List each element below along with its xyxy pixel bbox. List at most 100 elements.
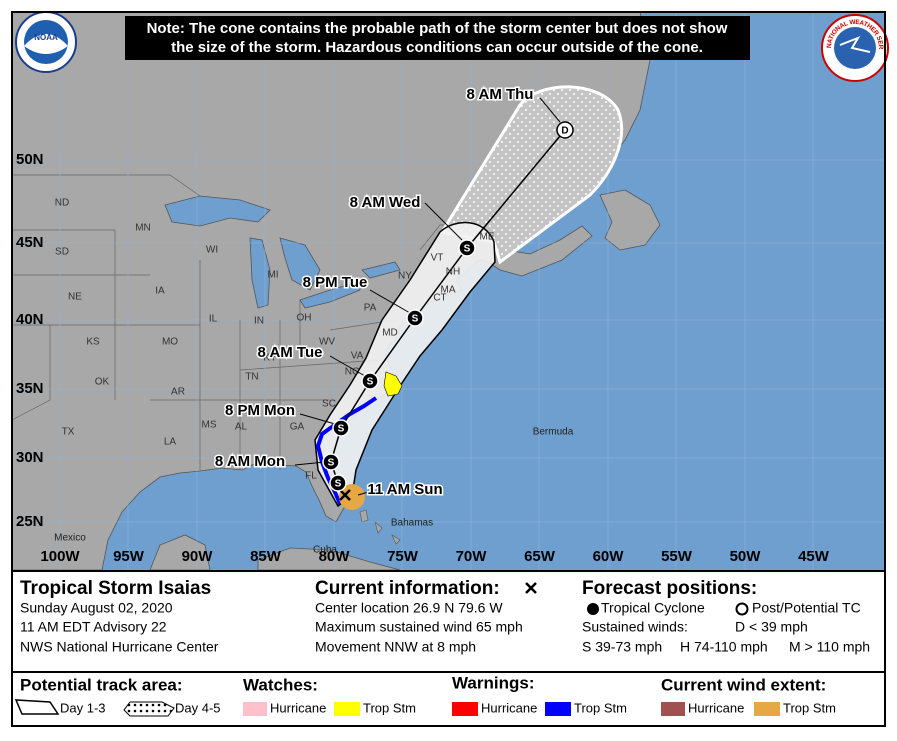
state-label: WV [319,337,335,348]
state-label: KS [86,337,100,348]
storm-date: Sunday August 02, 2020 [20,600,173,616]
latitude-label: 50N [16,151,44,168]
state-label: IL [209,314,218,325]
yucatan [149,534,211,570]
forecast-marker-letter: S [464,244,471,255]
wind-s: S 39-73 mph [582,639,662,655]
place-label: Bermuda [533,427,574,438]
warning-trop-swatch [545,702,571,716]
watch-trop-storm [383,371,403,397]
watch-trop-label: Trop Stm [363,700,416,715]
latitude-label: 25N [16,513,44,530]
longitude-label: 45W [798,548,830,565]
forecast-marker [458,239,476,257]
cone-day-1-3 [314,221,496,508]
noaa-text: NOAA [34,33,58,42]
forecast-label: 8 AM Wed [350,194,421,211]
state-label: FL [305,471,317,482]
frame [11,11,886,727]
forecast-marker [332,419,350,437]
place-label: Mexico [54,533,86,544]
current-line: Maximum sustained wind 65 mph [315,619,523,635]
state-label: LA [164,437,177,448]
state-label: AR [171,387,185,398]
state-label: IN [254,316,264,327]
forecast-label: 8 PM Tue [303,274,368,291]
leader-line [369,289,411,314]
watch-hurricane-label: Hurricane [270,700,326,715]
state-label: MS [202,420,217,431]
place-label: Bahamas [391,518,433,529]
state-label: ND [55,198,69,209]
wind-h: H 74-110 mph [680,639,768,655]
leader-line [539,97,561,123]
longitude-label: 50W [730,548,762,565]
tropical-icon [587,603,599,615]
forecast-marker [329,474,347,492]
day45-label: Day 4-5 [175,700,221,715]
state-label: NC [345,367,359,378]
state-label: VT [431,253,444,264]
leader-line [424,202,463,241]
state-label: NY [398,271,412,282]
state-label: IA [155,286,165,297]
longitude-label: 100W [40,548,80,565]
forecast-label: 8 PM Mon [225,402,295,419]
state-label: MA [441,285,456,296]
newfoundland [599,189,661,251]
forecast-label: 11 AM Sun [367,481,442,498]
leader-line [357,490,373,496]
state-label: TN [245,372,258,383]
day13-swatch [14,699,60,715]
longitude-label: 55W [661,548,693,565]
current-position [339,489,351,501]
state-label: TX [62,427,75,438]
storm-source: NWS National Hurricane Center [20,639,219,655]
forecast-marker-letter: S [367,377,374,388]
forecast-tropical: Tropical Cyclone [601,600,705,616]
longitude-label: 65W [524,548,556,565]
forecast-post: Post/Potential TC [752,600,861,616]
wind-trop-swatch [754,702,780,716]
state-label: MI [267,270,278,281]
day45-swatch [123,701,175,717]
latitude-label: 40N [16,311,44,328]
winds-heading: Sustained winds: [582,619,688,635]
longitude-label: 60W [593,548,625,565]
forecast-label: 8 AM Mon [215,453,285,470]
leader-line [294,461,326,466]
bahamas [359,509,401,545]
forecast-marker-letter: D [561,126,568,137]
latitude-label: 45N [16,234,44,251]
state-label: MD [382,328,398,339]
state-label: SD [55,247,69,258]
forecast-marker [556,121,574,139]
wind-extent [339,484,365,510]
current-icon [525,582,537,594]
state-label: AL [235,422,248,433]
state-label: OH [297,313,312,324]
storm-name: Tropical Storm Isaias [20,578,211,599]
forecast-marker-letter: S [338,424,345,435]
longitude-label: 95W [113,548,145,565]
noaa-logo: NOAA [15,11,77,73]
forecast-marker-letter: S [412,314,419,325]
forecast-marker-letter: S [328,458,335,469]
cuba [257,547,401,570]
warning-hurricane-swatch [452,702,478,716]
cone-day-4-5 [439,85,624,265]
watch-trop-swatch [334,702,360,716]
note-box [125,16,750,60]
state-label: MN [135,223,151,234]
state-label: PA [364,303,377,314]
state-label: VA [351,351,364,362]
warning-hurricane-label: Hurricane [481,700,537,715]
state-label: CT [433,293,446,304]
wind-hurricane-label: Hurricane [688,700,744,715]
note-line: Note: The cone contains the probable pat… [147,20,728,37]
state-label: OK [95,377,110,388]
longitude-label: 80W [319,548,351,565]
state-label: NE [68,292,82,303]
storm-advisory: 11 AM EDT Advisory 22 [20,619,167,635]
